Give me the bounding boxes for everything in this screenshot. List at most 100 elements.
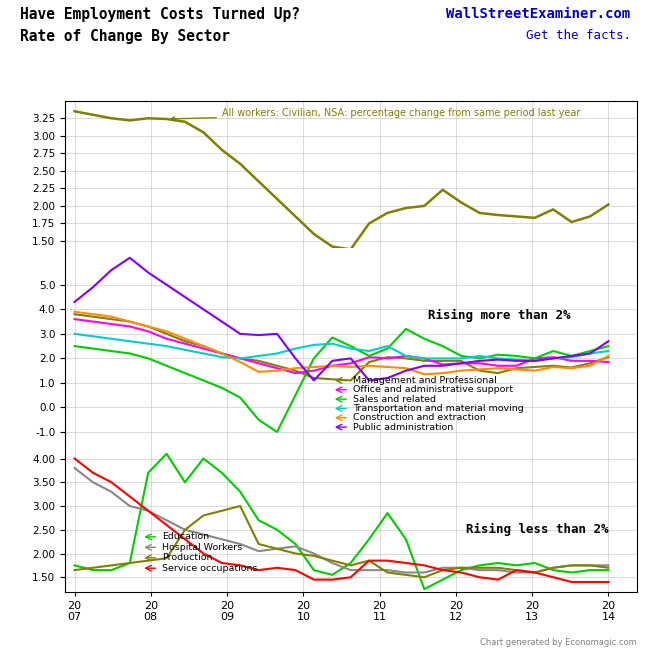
Construction and extraction <box>402 364 410 372</box>
Transportation and material moving <box>144 340 152 348</box>
Construction and extraction <box>162 328 170 335</box>
Office and administrative support <box>273 364 281 372</box>
Production <box>181 526 189 534</box>
Production <box>144 557 152 565</box>
Office and administrative support <box>531 354 539 362</box>
Text: Chart generated by Economagic.com: Chart generated by Economagic.com <box>480 638 637 647</box>
Service occupations <box>126 493 134 500</box>
Text: Service occupations: Service occupations <box>162 564 258 573</box>
Construction and extraction <box>144 322 152 330</box>
Office and administrative support <box>494 362 502 370</box>
Construction and extraction <box>494 364 502 372</box>
Management and Professional <box>162 330 170 338</box>
Education <box>255 516 263 524</box>
Management and Professional <box>365 358 373 366</box>
Public administration <box>476 357 484 365</box>
Management and Professional <box>604 353 612 361</box>
Transportation and material moving <box>71 330 79 338</box>
Office and administrative support <box>402 352 410 360</box>
Service occupations <box>200 550 207 558</box>
Service occupations <box>365 557 373 565</box>
Line: Public administration: Public administration <box>75 258 608 380</box>
Education <box>439 576 447 584</box>
Construction and extraction <box>273 367 281 374</box>
Management and Professional <box>531 363 539 371</box>
Hospital Workers <box>273 545 281 552</box>
Service occupations <box>71 454 79 462</box>
Management and Professional <box>107 315 115 323</box>
Text: Rising more than 2%: Rising more than 2% <box>428 309 570 322</box>
Sales and related <box>218 384 226 392</box>
Transportation and material moving <box>512 356 520 363</box>
Office and administrative support <box>200 344 207 352</box>
Education <box>310 566 318 574</box>
Sales and related <box>365 352 373 360</box>
Line: Construction and extraction: Construction and extraction <box>75 312 608 374</box>
Management and Professional <box>549 362 557 370</box>
Education <box>586 566 594 574</box>
Office and administrative support <box>107 320 115 328</box>
Service occupations <box>512 566 520 574</box>
Construction and extraction <box>218 350 226 358</box>
Text: All workers: Civilian, NSA: percentage change from same period last year: All workers: Civilian, NSA: percentage c… <box>171 108 580 121</box>
Production <box>237 502 244 510</box>
Public administration <box>162 281 170 289</box>
Text: Sales and related: Sales and related <box>353 395 436 404</box>
Transportation and material moving <box>200 350 207 358</box>
Text: Production: Production <box>162 553 213 562</box>
Public administration <box>126 254 134 262</box>
Construction and extraction <box>89 310 97 318</box>
Public administration <box>365 376 373 384</box>
Production <box>476 564 484 571</box>
Text: Get the facts.: Get the facts. <box>525 29 630 42</box>
Construction and extraction <box>531 367 539 374</box>
Line: Sales and related: Sales and related <box>75 329 608 432</box>
Hospital Workers <box>439 564 447 571</box>
Office and administrative support <box>237 354 244 362</box>
Sales and related <box>567 352 575 360</box>
Management and Professional <box>402 354 410 362</box>
Public administration <box>402 367 410 374</box>
Public administration <box>200 306 207 313</box>
Transportation and material moving <box>531 357 539 365</box>
Sales and related <box>457 352 465 360</box>
Service occupations <box>549 573 557 581</box>
Education <box>549 566 557 574</box>
Transportation and material moving <box>549 354 557 362</box>
Production <box>255 540 263 548</box>
Transportation and material moving <box>346 344 354 352</box>
Transportation and material moving <box>457 354 465 362</box>
Sales and related <box>273 428 281 436</box>
Sales and related <box>200 376 207 384</box>
Line: Transportation and material moving: Transportation and material moving <box>75 334 608 361</box>
Construction and extraction <box>71 308 79 316</box>
Construction and extraction <box>586 362 594 370</box>
Hospital Workers <box>292 543 300 551</box>
Line: Education: Education <box>75 454 608 589</box>
Construction and extraction <box>476 365 484 373</box>
Management and Professional <box>218 350 226 358</box>
Production <box>310 552 318 560</box>
Text: Public administration: Public administration <box>353 422 453 432</box>
Construction and extraction <box>457 367 465 374</box>
Sales and related <box>384 344 391 352</box>
Education <box>457 566 465 574</box>
Hospital Workers <box>107 488 115 496</box>
Hospital Workers <box>237 540 244 548</box>
Public administration <box>273 330 281 338</box>
Sales and related <box>604 342 612 350</box>
Hospital Workers <box>604 562 612 569</box>
Transportation and material moving <box>162 342 170 350</box>
Service occupations <box>255 566 263 574</box>
Public administration <box>439 362 447 370</box>
Hospital Workers <box>421 569 428 577</box>
Education <box>292 540 300 548</box>
Transportation and material moving <box>255 352 263 360</box>
Transportation and material moving <box>365 347 373 355</box>
Production <box>402 571 410 578</box>
Construction and extraction <box>384 363 391 371</box>
Hospital Workers <box>126 502 134 510</box>
Service occupations <box>457 569 465 577</box>
Office and administrative support <box>328 362 336 370</box>
Production <box>384 569 391 577</box>
